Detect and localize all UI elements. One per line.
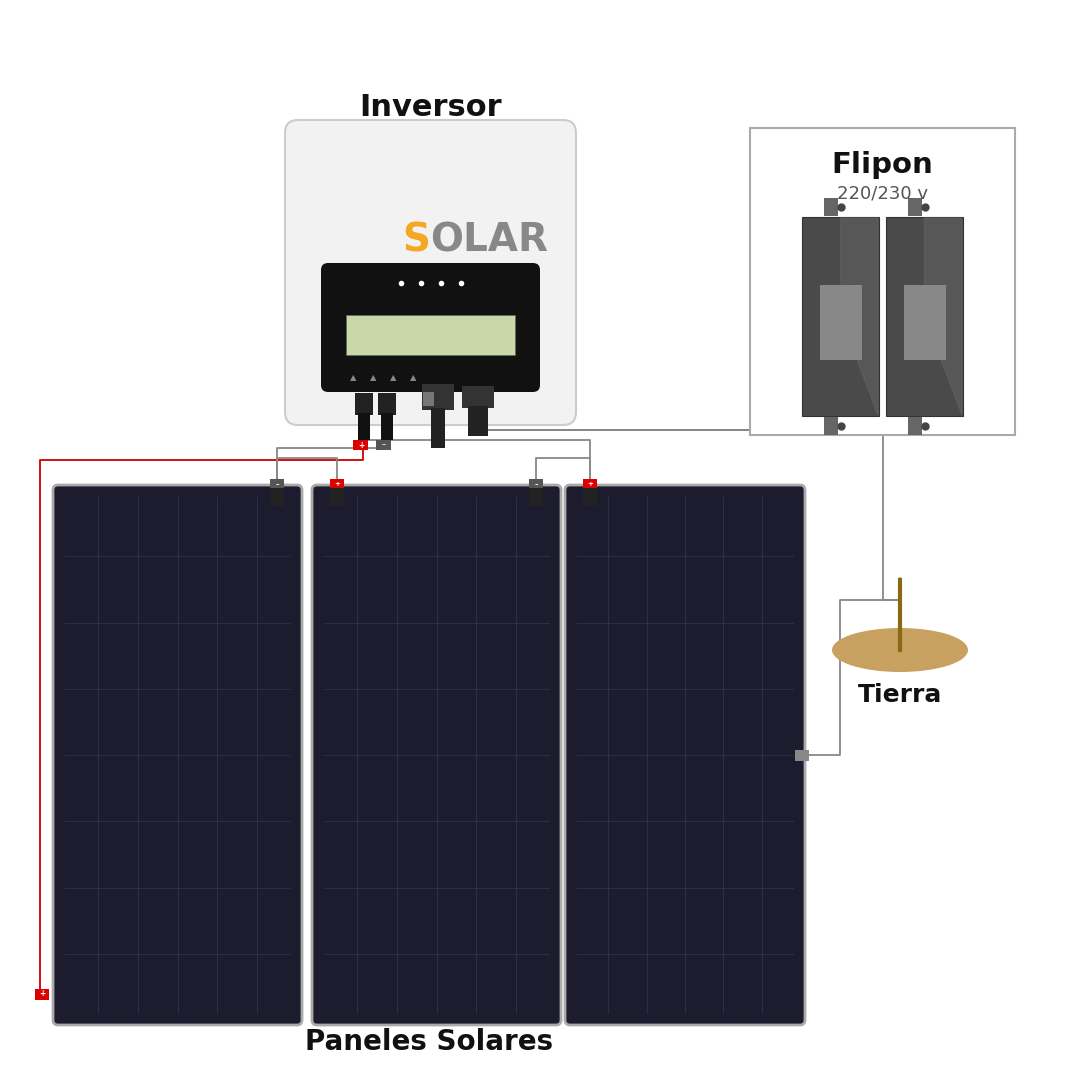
Bar xyxy=(270,488,284,507)
Bar xyxy=(431,408,445,448)
FancyBboxPatch shape xyxy=(565,485,805,1025)
Bar xyxy=(583,488,597,507)
Bar xyxy=(381,413,393,440)
Text: –: – xyxy=(275,481,279,487)
Bar xyxy=(423,392,434,406)
Bar xyxy=(346,315,515,355)
Bar xyxy=(583,480,597,488)
Polygon shape xyxy=(840,218,878,415)
FancyBboxPatch shape xyxy=(886,217,963,416)
Text: OLAR: OLAR xyxy=(431,221,549,259)
Bar xyxy=(468,406,488,436)
FancyBboxPatch shape xyxy=(285,120,576,426)
Bar xyxy=(35,989,49,1000)
Bar xyxy=(353,440,368,450)
Bar xyxy=(355,393,373,415)
Bar xyxy=(824,417,837,435)
Text: Inversor: Inversor xyxy=(360,93,502,121)
Text: 220/230 v: 220/230 v xyxy=(837,184,928,202)
Bar xyxy=(462,386,494,408)
Ellipse shape xyxy=(832,627,968,672)
Bar xyxy=(820,285,862,360)
Text: ▲: ▲ xyxy=(369,374,376,382)
Bar xyxy=(750,129,1015,435)
FancyBboxPatch shape xyxy=(53,485,302,1025)
Text: ▲: ▲ xyxy=(390,374,396,382)
Text: ▲: ▲ xyxy=(409,374,416,382)
Bar xyxy=(529,480,543,488)
Bar xyxy=(357,413,370,440)
FancyBboxPatch shape xyxy=(321,264,540,392)
Bar xyxy=(270,480,284,488)
Text: +: + xyxy=(334,481,340,487)
Text: Flipon: Flipon xyxy=(832,151,933,179)
Bar xyxy=(330,480,345,488)
Text: +: + xyxy=(357,441,364,449)
Bar xyxy=(908,199,921,216)
FancyBboxPatch shape xyxy=(802,217,879,416)
Bar xyxy=(908,417,921,435)
Bar xyxy=(529,488,543,507)
Bar xyxy=(422,384,454,410)
Bar xyxy=(795,750,809,761)
Text: Paneles Solares: Paneles Solares xyxy=(305,1028,553,1056)
Text: Tierra: Tierra xyxy=(858,683,942,707)
Text: +: + xyxy=(39,989,45,999)
Text: S: S xyxy=(403,221,431,259)
Text: –: – xyxy=(535,481,538,487)
Bar xyxy=(824,199,837,216)
Bar xyxy=(376,440,391,450)
Text: +: + xyxy=(588,481,593,487)
Bar xyxy=(330,488,345,507)
Polygon shape xyxy=(924,218,962,415)
Bar xyxy=(904,285,945,360)
Bar xyxy=(378,393,396,415)
Text: ▲: ▲ xyxy=(350,374,356,382)
Text: –: – xyxy=(382,441,387,449)
FancyBboxPatch shape xyxy=(312,485,561,1025)
